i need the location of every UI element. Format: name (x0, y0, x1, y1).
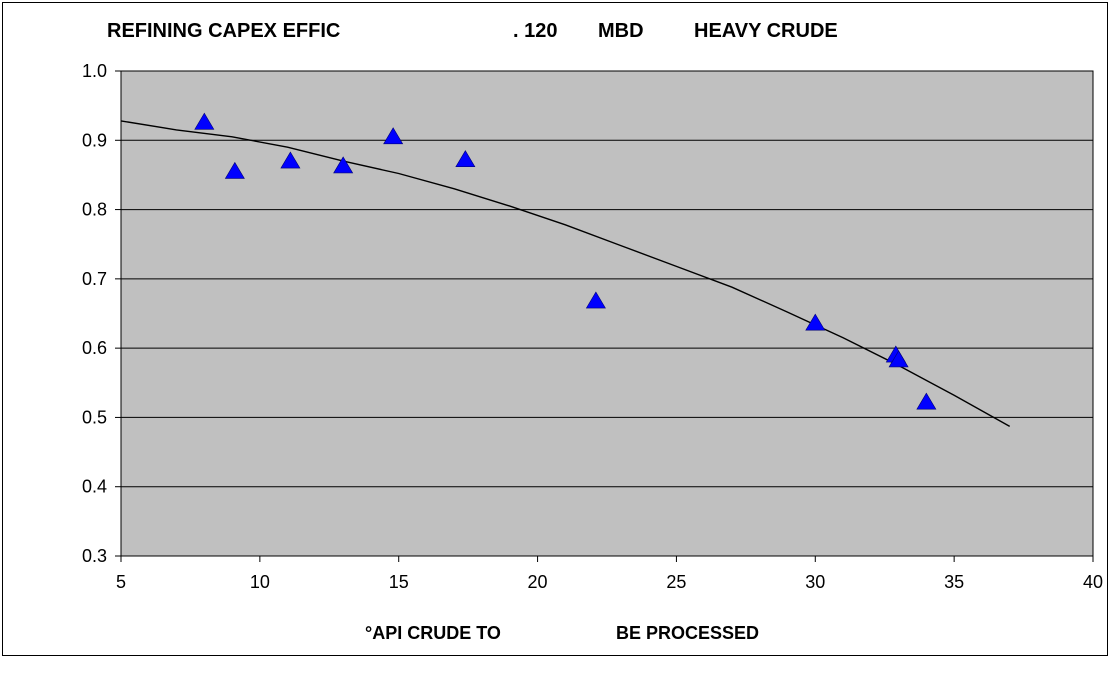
data-point (383, 127, 404, 145)
data-point (455, 150, 476, 167)
x-axis-label-part: BE PROCESSED (616, 623, 760, 643)
x-tick-label: 10 (250, 572, 270, 592)
y-tick-label: 0.3 (82, 546, 107, 566)
gridlines (121, 139, 1093, 488)
data-point (888, 350, 909, 368)
data-point (224, 161, 245, 179)
y-tick-labels: 0.3 0.4 0.5 0.6 0.7 0.8 0.9 1.0 (82, 61, 107, 566)
x-tick-label: 35 (944, 572, 964, 592)
y-tick-label: 0.5 (82, 407, 107, 427)
data-point (280, 151, 301, 169)
y-tick-label: 0.9 (82, 130, 107, 150)
data-point (805, 313, 826, 331)
y-tick-label: 1.0 (82, 61, 107, 81)
chart-title-part: REFINING CAPEX EFFIC (107, 20, 341, 42)
chart-title: REFINING CAPEX EFFIC . 120 MBD HEAVY CRU… (0, 20, 1112, 50)
data-points (194, 112, 937, 410)
data-point (585, 291, 606, 309)
trendline-group (120, 120, 1011, 428)
x-tick-label: 30 (805, 572, 825, 592)
plot-area (120, 70, 1094, 557)
x-tick-label: 15 (389, 572, 409, 592)
y-tick-label: 0.7 (82, 269, 107, 289)
y-tick-label: 0.8 (82, 200, 107, 220)
x-axis-label: °API CRUDE TO BE PROCESSED (0, 623, 1112, 649)
x-tick-label: 25 (666, 572, 686, 592)
scatter-chart: 0.3 0.4 0.5 0.6 0.7 0.8 0.9 1.0 5 10 15 20 25 30 35 40 (82, 61, 1103, 592)
x-tick-labels: 5 10 15 20 25 30 35 40 (116, 572, 1103, 592)
data-point (916, 392, 937, 410)
x-axis-label-part: °API CRUDE TO (365, 623, 501, 643)
y-tick-label: 0.4 (82, 477, 107, 497)
x-tick-label: 20 (528, 572, 548, 592)
chart-title-part: HEAVY CRUDE (694, 20, 838, 42)
axes (115, 70, 1094, 562)
trendline (120, 120, 1011, 428)
chart-title-part: MBD (598, 20, 644, 42)
data-point (194, 112, 215, 130)
y-tick-label: 0.6 (82, 338, 107, 358)
chart-title-part: . 120 (513, 20, 558, 42)
x-tick-label: 40 (1083, 572, 1103, 592)
x-tick-label: 5 (116, 572, 126, 592)
data-point (333, 156, 354, 174)
